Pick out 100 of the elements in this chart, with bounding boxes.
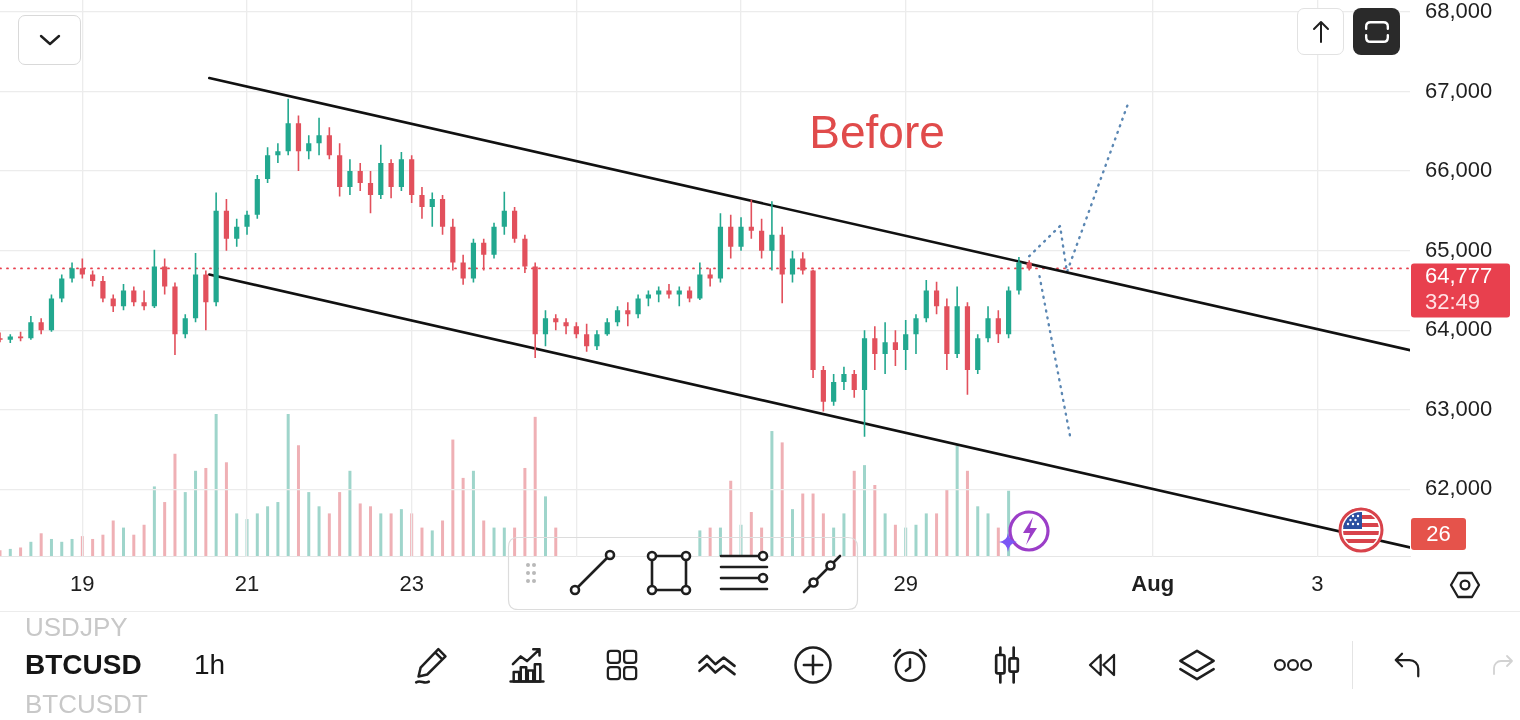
bar	[718, 527, 722, 556]
candlestick	[985, 306, 991, 343]
bar	[883, 513, 887, 556]
candlestick	[100, 276, 106, 303]
bar	[893, 524, 897, 556]
bar	[317, 506, 321, 556]
bar	[369, 506, 373, 556]
bar	[348, 470, 352, 556]
bar	[29, 541, 33, 556]
x-tick-label: Aug	[1131, 571, 1175, 597]
candlestick	[676, 286, 682, 307]
bar	[461, 477, 465, 556]
bar	[492, 527, 496, 556]
bar	[914, 524, 918, 556]
candlestick	[172, 282, 178, 355]
candlestick	[316, 117, 322, 156]
candlestick	[275, 143, 281, 164]
bar	[543, 496, 547, 556]
bar	[194, 470, 198, 556]
candlestick	[388, 159, 394, 199]
bar	[513, 527, 517, 556]
bar	[358, 503, 362, 556]
bar	[976, 506, 980, 556]
bar	[327, 513, 331, 556]
bar	[821, 513, 825, 556]
bar	[255, 513, 259, 556]
bar	[101, 534, 105, 556]
bar	[698, 530, 702, 556]
candlestick	[913, 314, 919, 355]
bar	[379, 513, 383, 556]
bar	[266, 506, 270, 556]
bar	[811, 493, 815, 556]
candlestick	[769, 201, 775, 271]
bar	[389, 513, 393, 556]
bar	[204, 467, 208, 556]
candlestick	[347, 159, 353, 195]
x-tick-label: 21	[234, 571, 260, 597]
candlestick	[738, 217, 744, 251]
bar	[235, 513, 239, 556]
bar	[49, 538, 53, 556]
bar	[132, 534, 136, 556]
bar	[770, 431, 774, 556]
candlestick	[563, 318, 569, 335]
x-tick-label: 3	[1311, 571, 1324, 597]
bar	[863, 465, 867, 556]
annotation: Before	[809, 105, 945, 158]
bar	[39, 533, 43, 556]
bar	[801, 493, 805, 556]
bar	[307, 492, 311, 556]
y-tick-label: 66,000	[1425, 157, 1493, 183]
bar	[142, 524, 146, 556]
bar	[152, 486, 156, 556]
bar	[451, 439, 455, 556]
bar	[471, 470, 475, 556]
candlestick	[594, 330, 600, 351]
bar	[163, 502, 167, 556]
bar	[533, 416, 537, 556]
candlestick	[625, 302, 631, 327]
candlestick	[491, 222, 497, 259]
bar	[852, 470, 856, 556]
candlestick	[69, 262, 75, 283]
bar	[60, 541, 64, 556]
bar	[924, 513, 928, 556]
text: BTCUSD	[25, 649, 142, 680]
bar	[790, 509, 794, 556]
x-tick-label: 29	[893, 571, 918, 597]
text: 1h	[194, 649, 226, 680]
bar	[523, 467, 527, 556]
text: 32:49	[1425, 289, 1481, 315]
ref-line-label: 64,777	[1425, 263, 1493, 289]
bar	[945, 489, 949, 556]
bar	[832, 527, 836, 556]
x-tick-label: 23	[399, 571, 424, 597]
candlestick	[841, 366, 847, 390]
y-tick-label: 63,000	[1425, 395, 1493, 421]
y-tick-label: 67,000	[1425, 77, 1493, 103]
bar	[935, 513, 939, 556]
bar	[214, 414, 218, 556]
bar	[842, 513, 846, 556]
bar	[996, 527, 1000, 556]
bar	[286, 414, 290, 556]
bar	[729, 480, 733, 556]
text: 26	[1426, 520, 1451, 546]
bar	[8, 548, 12, 556]
bar	[708, 527, 712, 556]
x-tick-label: 19	[70, 571, 95, 597]
bar	[91, 538, 95, 556]
bar	[430, 530, 434, 556]
candlestick	[882, 322, 888, 374]
candlestick	[419, 186, 425, 219]
bar	[276, 502, 280, 556]
bar	[0, 550, 2, 556]
candlestick	[429, 192, 435, 227]
bar	[780, 442, 784, 556]
candlestick	[141, 290, 147, 311]
candlestick	[707, 268, 713, 287]
bar	[338, 492, 342, 556]
bar	[965, 470, 969, 556]
bar	[19, 547, 23, 556]
bar	[111, 520, 115, 556]
